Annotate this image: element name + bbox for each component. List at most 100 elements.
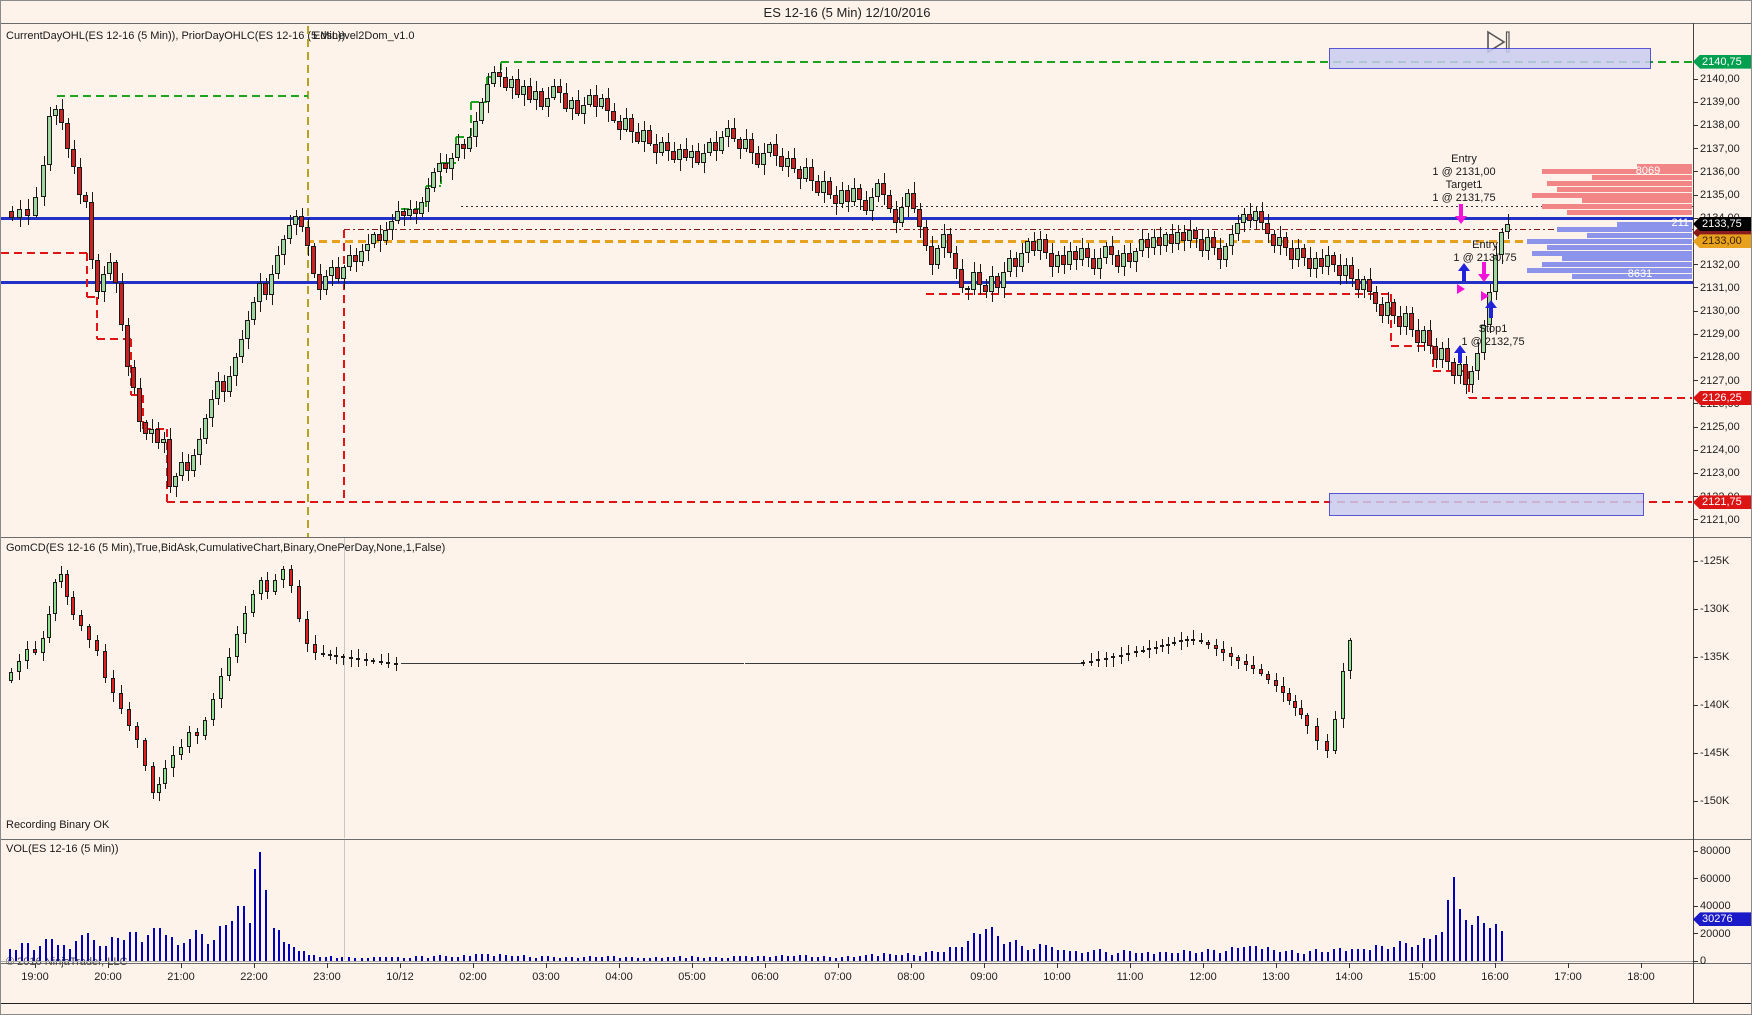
volume-bar xyxy=(177,944,179,961)
volume-bar xyxy=(697,957,699,961)
volume-bar xyxy=(254,869,256,961)
day-low-step-current xyxy=(926,292,1391,295)
time-tick xyxy=(1057,963,1058,968)
gomcd-candle-flat xyxy=(422,662,430,665)
volume-bar xyxy=(283,941,285,961)
volume-bar xyxy=(679,956,681,961)
gomcd-candle-body xyxy=(321,653,325,656)
gomcd-candle-flat xyxy=(401,662,408,665)
gomcd-candle-flat xyxy=(653,662,661,665)
gomcd-candle-flat xyxy=(821,662,829,665)
time-tick xyxy=(35,963,36,968)
gomcd-candle-body xyxy=(71,597,75,615)
gomcd-candle-body xyxy=(1153,646,1158,649)
gomcd-candle-body xyxy=(211,699,215,721)
volume-zero-line xyxy=(1,960,1693,962)
candle-body xyxy=(1037,239,1042,251)
main-gomcd-separator[interactable] xyxy=(1,537,1751,538)
gomcd-candle-body xyxy=(1088,660,1093,663)
candle-wick xyxy=(967,285,969,301)
gomcd-candle-flat xyxy=(415,662,423,665)
main-indicator-label: CurrentDayOHL(ES 12-16 (5 Min)), PriorDa… xyxy=(6,30,346,42)
gomcd-candle-body xyxy=(259,580,263,594)
gomcd-candle-flat xyxy=(695,662,703,665)
candle-body xyxy=(1175,232,1180,244)
gomcd-candle-flat xyxy=(499,662,507,665)
gomcd-candle-wick xyxy=(388,653,389,669)
gomcd-candle-body xyxy=(1198,640,1203,643)
volume-bar xyxy=(763,956,765,961)
volume-bar xyxy=(1339,948,1341,961)
candle-body xyxy=(257,283,262,302)
volume-bar xyxy=(1405,943,1407,961)
gomcd-volume-separator[interactable] xyxy=(1,839,1751,840)
gomcd-candle-body xyxy=(1178,640,1183,643)
candle-body xyxy=(281,239,286,256)
gomcd-candle-flat xyxy=(506,662,514,665)
candle-body xyxy=(563,92,568,110)
time-axis-strip[interactable] xyxy=(1,963,1693,1003)
candle-body xyxy=(509,79,514,89)
dom-bid-row xyxy=(1527,238,1692,244)
gomcd-candle-flat xyxy=(534,662,542,665)
volume-bar xyxy=(1315,949,1317,961)
gomcd-tick xyxy=(1693,656,1698,658)
volume-bar xyxy=(475,954,477,961)
candle-body xyxy=(173,475,178,488)
time-tick-label: 04:00 xyxy=(605,971,633,983)
gomcd-candle-wick xyxy=(1113,652,1114,667)
candle-body xyxy=(25,208,30,216)
volume-bar xyxy=(1291,949,1293,961)
volume-bar xyxy=(219,925,221,961)
volume-bar xyxy=(81,934,83,961)
candle-body xyxy=(1205,236,1210,251)
gomcd-panel[interactable] xyxy=(1,537,1693,839)
dom-ask-row xyxy=(1542,169,1692,175)
volume-bar xyxy=(1117,953,1119,961)
gomcd-candle-body xyxy=(1126,652,1130,655)
candle-body xyxy=(593,95,598,107)
gomcd-candle-flat xyxy=(688,662,696,665)
day-high-step xyxy=(441,161,456,164)
gomcd-candle-flat xyxy=(527,662,535,665)
price-tick xyxy=(1693,217,1698,219)
current-day-high xyxy=(501,60,1693,63)
gomcd-candle-flat xyxy=(457,662,465,665)
current-day-high-tag: 2140,75 xyxy=(1693,54,1751,69)
gomcd-candle-flat xyxy=(1045,662,1053,665)
candle-body xyxy=(623,118,628,131)
candle-body xyxy=(617,120,622,131)
candle-body xyxy=(671,150,676,161)
volume-bar xyxy=(1207,948,1209,961)
candle-body xyxy=(137,387,142,423)
volume-bar xyxy=(703,957,705,961)
volume-bar xyxy=(1153,954,1155,961)
candle-body xyxy=(1277,236,1282,247)
dom-ask-row xyxy=(1547,180,1692,186)
day-low-step-current xyxy=(1391,344,1433,347)
lower-zone-box xyxy=(1329,493,1644,517)
candle-body xyxy=(629,118,634,133)
volume-bar xyxy=(1225,951,1227,961)
candle-body xyxy=(263,283,268,295)
gomcd-candle-wick xyxy=(380,653,382,665)
price-tick xyxy=(1693,449,1698,451)
gomcd-candle-flat xyxy=(849,662,857,665)
candle-body xyxy=(659,141,664,154)
candle-body xyxy=(179,461,184,476)
prior-day-low xyxy=(167,501,1692,504)
volume-bar xyxy=(273,928,275,961)
day-low-step-prior xyxy=(96,297,98,339)
volume-bar xyxy=(1237,947,1239,961)
volume-bar xyxy=(243,906,245,961)
candle-body xyxy=(551,85,556,98)
volume-bar xyxy=(123,940,125,961)
candle-body xyxy=(221,380,226,393)
time-tick xyxy=(838,963,839,968)
timeaxis-separator xyxy=(1,963,1751,964)
volume-tick xyxy=(1693,905,1698,907)
gomcd-candle-wick xyxy=(1090,653,1092,667)
volume-bar xyxy=(997,936,999,961)
candle-body xyxy=(707,141,712,154)
candle-body xyxy=(1163,234,1168,247)
